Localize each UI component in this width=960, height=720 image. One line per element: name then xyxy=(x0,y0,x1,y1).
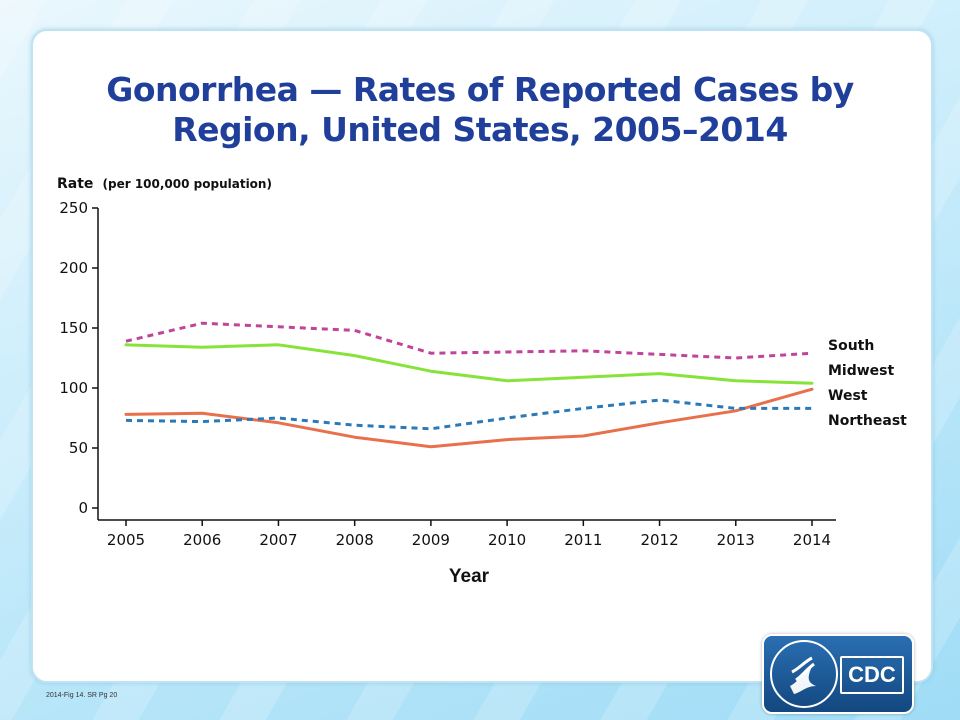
cdc-logo-text: CDC xyxy=(840,656,904,694)
chart-series xyxy=(124,321,814,449)
legend-entry-west: West xyxy=(828,388,868,404)
hhs-seal-icon xyxy=(770,640,838,708)
legend-entry-midwest: Midwest xyxy=(828,363,895,379)
legend-entry-south: South xyxy=(828,338,874,354)
y-axis-label-sub: (per 100,000 population) xyxy=(103,177,272,191)
legend-entry-northeast: Northeast xyxy=(828,413,907,429)
y-tick-label: 150 xyxy=(59,319,88,337)
x-tick-label: 2006 xyxy=(183,531,221,549)
y-tick-label: 250 xyxy=(59,199,88,217)
chart-title-line-2: Region, United States, 2005–2014 xyxy=(172,110,788,149)
x-tick-label: 2010 xyxy=(488,531,526,549)
series-line-south xyxy=(125,321,813,360)
y-tick-label: 100 xyxy=(59,379,88,397)
y-tick-label: 200 xyxy=(59,259,88,277)
series-line-northeast xyxy=(125,398,812,431)
y-axis-label: Rate (per 100,000 population) xyxy=(57,173,272,192)
x-tick-label: 2013 xyxy=(717,531,755,549)
footnote: 2014-Fig 14. SR Pg 20 xyxy=(46,692,118,699)
x-tick-label: 2014 xyxy=(793,531,831,549)
x-tick-label: 2005 xyxy=(107,531,145,549)
series-line-midwest xyxy=(124,343,814,385)
x-tick-label: 2012 xyxy=(640,531,678,549)
series-line-west xyxy=(124,387,814,449)
y-tick-label: 50 xyxy=(69,439,88,457)
chart-axes: 0 50 100 150 200 250 2005 2006 2007 2008 2009 2010 2… xyxy=(59,199,836,549)
x-axis-label: Year xyxy=(449,566,490,587)
chart-legend: South Midwest West Northeast xyxy=(828,338,907,429)
x-tick-label: 2009 xyxy=(412,531,450,549)
x-tick-label: 2007 xyxy=(259,531,297,549)
chart-title-line-1: Gonorrhea — Rates of Reported Cases by xyxy=(106,70,854,109)
cdc-logo: CDC xyxy=(762,634,914,714)
x-tick-label: 2011 xyxy=(564,531,602,549)
y-tick-label: 0 xyxy=(78,499,88,517)
y-axis-label-main: Rate xyxy=(57,176,93,192)
chart-title: Gonorrhea — Rates of Reported Cases by R… xyxy=(60,70,900,150)
x-tick-label: 2008 xyxy=(336,531,374,549)
